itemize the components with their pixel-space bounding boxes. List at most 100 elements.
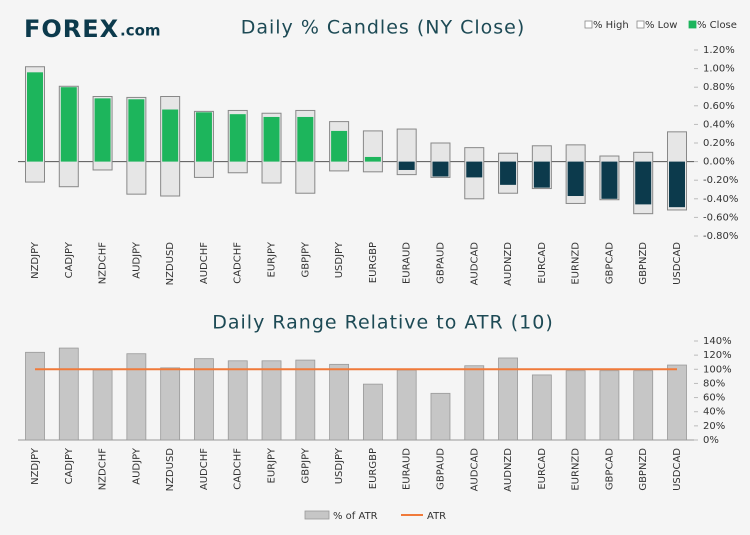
close-bar: [364, 156, 381, 162]
chart-title: Daily % Candles (NY Close): [241, 17, 526, 39]
x-tick-label: USDJPY: [334, 447, 345, 484]
close-bar: [669, 161, 685, 208]
y-tick-label: -0.20%: [703, 175, 738, 186]
x-tick-label: AUDJPY: [131, 241, 142, 279]
x-tick-label: NZDCHF: [98, 448, 109, 491]
y-tick-label: 60%: [703, 393, 725, 404]
legend-label: % Close: [697, 20, 737, 31]
y-tick-label: 0.40%: [703, 119, 735, 130]
x-tick-label: AUDNZD: [503, 242, 514, 286]
bar: [667, 364, 687, 441]
y-tick-label: -0.40%: [703, 194, 738, 205]
y-tick-label: 40%: [703, 407, 725, 418]
bar: [531, 374, 552, 441]
close-bar: [27, 72, 43, 162]
close-bar: [331, 130, 348, 162]
x-tick-label: AUDCAD: [469, 242, 480, 286]
bar: [362, 383, 383, 441]
x-tick-label: AUDCHF: [199, 448, 210, 490]
x-tick-label: EURAUD: [402, 448, 413, 490]
chart-title: Daily Range Relative to ATR (10): [212, 312, 554, 334]
bar: [126, 353, 147, 441]
x-tick-label: AUDCAD: [469, 448, 480, 492]
x-tick-label: NZDJPY: [30, 241, 41, 279]
close-bar: [229, 114, 246, 162]
bar: [396, 369, 417, 441]
x-tick-label: EURGBP: [368, 448, 379, 489]
bar: [227, 360, 248, 441]
x-tick-label: EURNZD: [571, 242, 582, 285]
close-bar: [432, 161, 449, 177]
y-tick-label: 100%: [703, 364, 732, 375]
y-tick-label: 0%: [703, 435, 719, 446]
close-bar: [162, 109, 179, 162]
bar: [160, 367, 181, 441]
x-tick-label: EURGBP: [368, 242, 379, 283]
legend-label: ATR: [427, 511, 446, 522]
y-tick-label: -0.80%: [703, 231, 738, 242]
bar: [430, 392, 451, 441]
y-tick-label: 0.00%: [703, 157, 735, 168]
close-bar: [635, 161, 652, 205]
bar: [633, 370, 654, 441]
logo-domain: .com: [120, 22, 161, 40]
x-tick-label: USDCAD: [672, 242, 683, 285]
x-tick-label: USDJPY: [334, 241, 345, 278]
x-tick-label: AUDNZD: [503, 448, 514, 492]
y-tick-label: -0.60%: [703, 212, 738, 223]
x-tick-label: NZDUSD: [165, 448, 176, 492]
y-tick-label: 120%: [703, 350, 732, 361]
x-tick-label: EURCAD: [537, 242, 548, 284]
bar: [295, 359, 316, 441]
y-tick-label: 80%: [703, 378, 725, 389]
logo-name: FOREX: [24, 15, 119, 43]
bar: [498, 357, 518, 441]
x-tick-label: EURJPY: [267, 241, 278, 277]
y-tick-label: 0.20%: [703, 138, 735, 149]
close-bar: [60, 87, 77, 162]
close-bar: [128, 99, 145, 162]
legend-swatch: [584, 20, 593, 29]
bar: [329, 363, 350, 441]
bar: [58, 347, 79, 441]
x-tick-label: CADJPY: [64, 241, 75, 278]
legend-swatch: [304, 510, 330, 520]
close-bar: [398, 161, 415, 170]
y-tick-label: 0.60%: [703, 101, 735, 112]
y-tick-label: 0.80%: [703, 82, 735, 93]
x-tick-label: NZDCHF: [98, 242, 109, 285]
legend-label: % of ATR: [333, 511, 378, 522]
x-tick-label: GBPNZD: [638, 448, 649, 491]
close-bar: [567, 161, 584, 197]
x-tick-label: EURCAD: [537, 448, 548, 490]
close-bar: [195, 112, 212, 162]
bar: [194, 358, 214, 441]
x-tick-label: NZDUSD: [165, 242, 176, 286]
x-tick-label: GBPAUD: [435, 448, 446, 490]
bar: [565, 370, 586, 441]
x-tick-label: AUDCHF: [199, 242, 210, 284]
x-tick-label: GBPCAD: [604, 448, 615, 490]
bar: [599, 370, 620, 441]
y-tick-label: 1.00%: [703, 64, 735, 75]
legend-label: % Low: [645, 20, 677, 31]
x-tick-label: USDCAD: [672, 448, 683, 491]
bar: [261, 360, 282, 441]
x-tick-label: CADCHF: [233, 242, 244, 284]
x-tick-label: EURJPY: [267, 447, 278, 483]
x-tick-label: CADCHF: [233, 448, 244, 490]
x-tick-label: GBPJPY: [300, 241, 311, 277]
x-tick-label: EURAUD: [402, 242, 413, 284]
close-bar: [263, 116, 280, 162]
x-tick-label: EURNZD: [571, 448, 582, 491]
x-tick-label: AUDJPY: [131, 447, 142, 485]
close-bar: [533, 161, 550, 188]
legend-swatch: [688, 20, 697, 29]
bar: [92, 369, 113, 441]
x-tick-label: GBPJPY: [300, 447, 311, 483]
close-bar: [297, 116, 314, 162]
x-tick-label: GBPNZD: [638, 242, 649, 285]
x-tick-label: CADJPY: [64, 447, 75, 484]
